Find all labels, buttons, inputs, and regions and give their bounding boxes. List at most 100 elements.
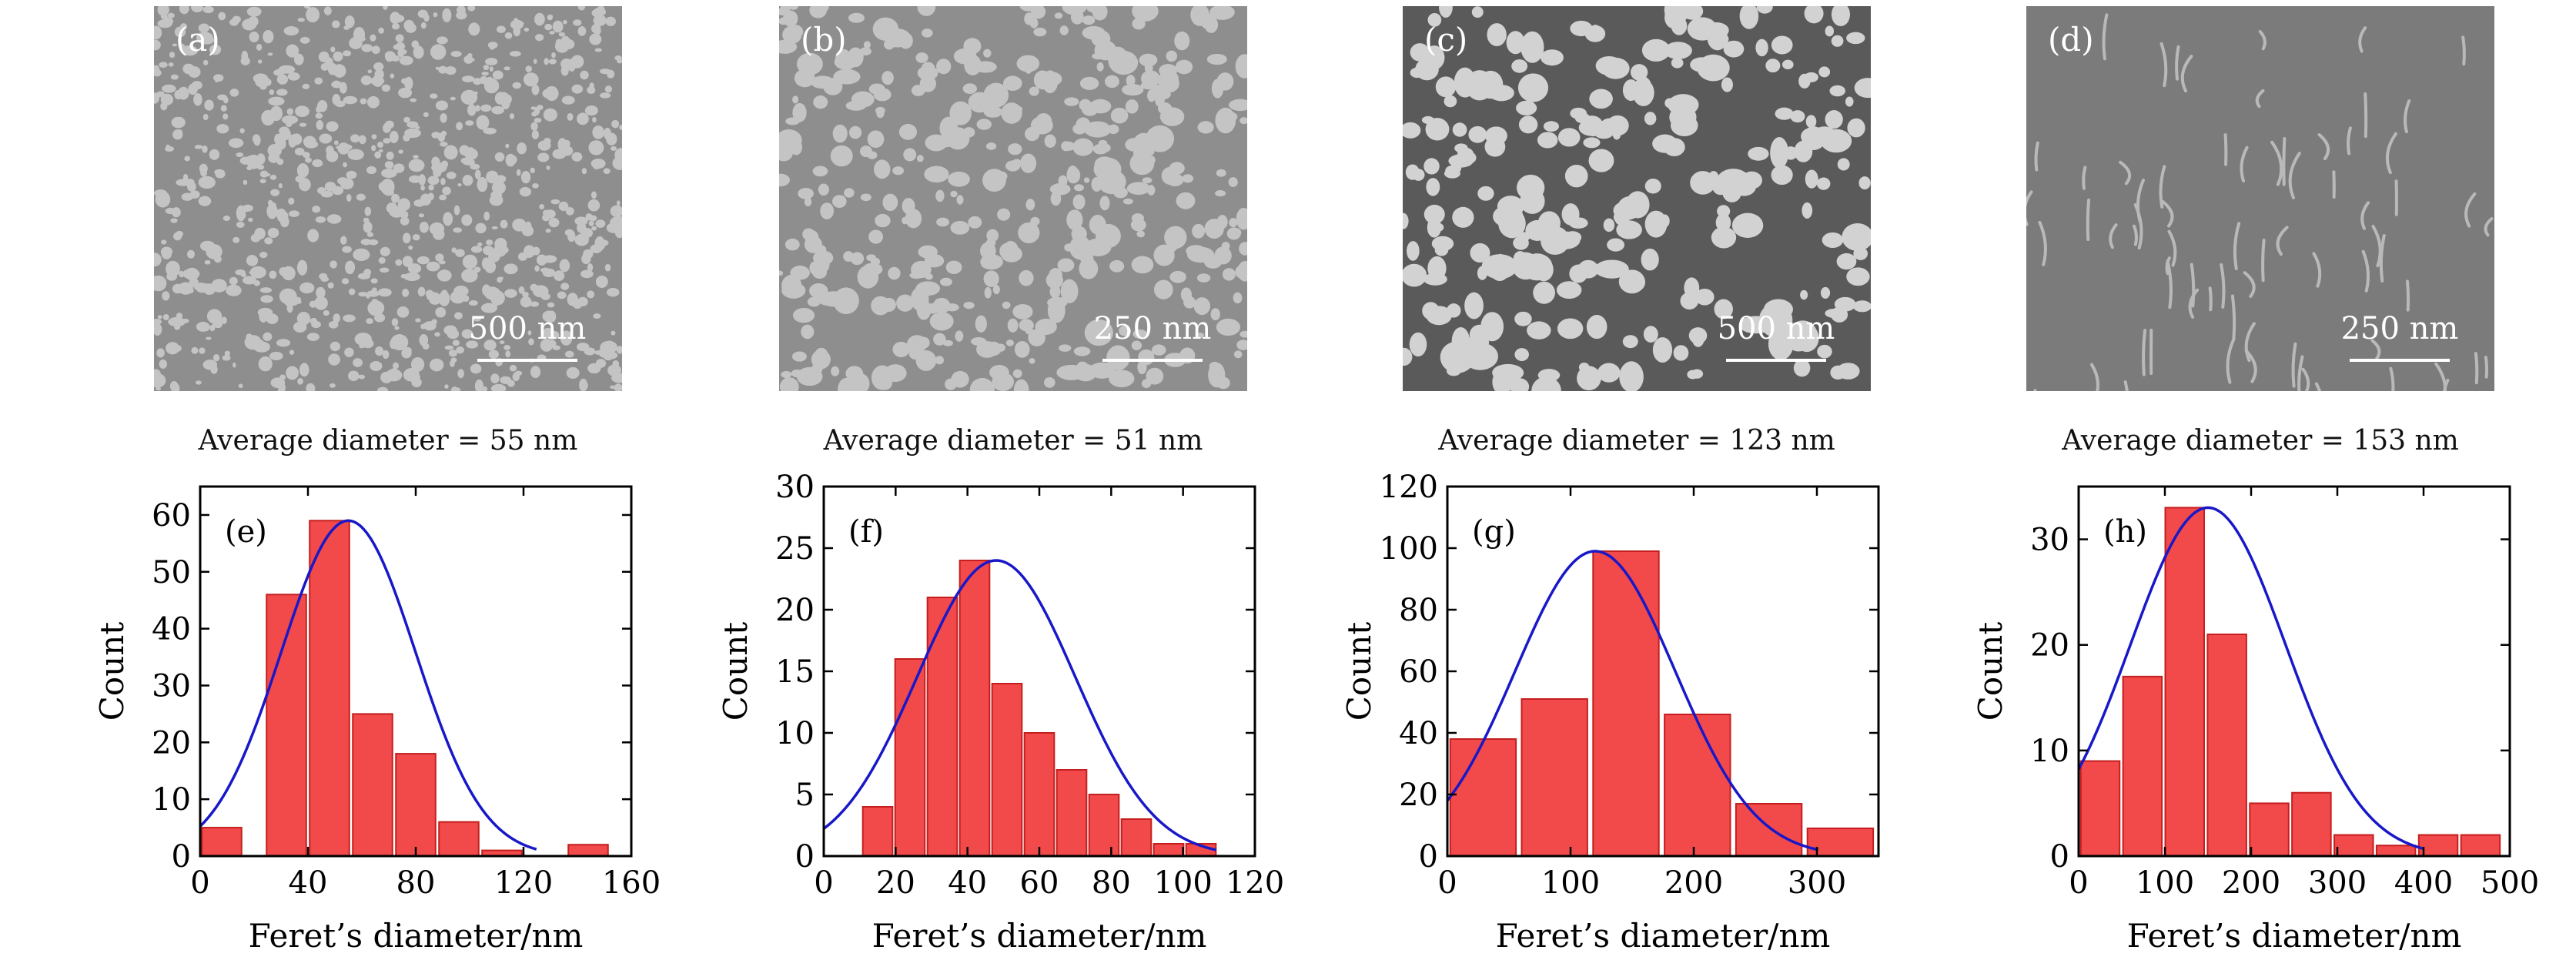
bar <box>1592 550 1660 857</box>
y-tick-label: 0 <box>795 839 815 875</box>
x-tick-label: 80 <box>396 865 436 901</box>
bar <box>309 520 350 858</box>
bar <box>352 713 393 857</box>
bar <box>894 658 926 857</box>
x-tick-label: 80 <box>1092 865 1131 901</box>
x-tick-label: 60 <box>1020 865 1059 901</box>
image-label: (b) <box>801 21 847 59</box>
panel-label: (h) <box>2103 514 2147 550</box>
x-tick-label: 300 <box>1788 865 1846 901</box>
particles <box>154 6 622 391</box>
sem-image-c: (c) 500 nm <box>1403 6 1871 391</box>
average-diameter-d: Average diameter = 153 nm <box>2062 425 2459 457</box>
gaussian-fit-line <box>822 559 1216 851</box>
y-tick-label: 10 <box>2030 734 2069 769</box>
bar <box>1806 828 1875 857</box>
bar <box>2460 834 2501 858</box>
panel-label: (e) <box>225 514 267 550</box>
bar <box>395 753 437 858</box>
y-axis-label: Count <box>717 622 754 721</box>
gaussian-fit-line <box>1446 550 1818 851</box>
x-tick-label: 100 <box>1541 865 1600 901</box>
y-axis-label: Count <box>1340 622 1378 721</box>
y-axis-label: Count <box>1972 622 2009 721</box>
bar <box>567 844 609 858</box>
bar <box>2206 634 2247 857</box>
x-tick-label: 400 <box>2394 865 2453 901</box>
scale-bar-label: 500 nm <box>469 311 587 346</box>
x-tick-label: 20 <box>876 865 915 901</box>
y-tick-label: 100 <box>1380 531 1438 567</box>
y-tick-label: 60 <box>152 498 191 534</box>
sem-background <box>154 6 622 391</box>
image-label: (d) <box>2048 21 2094 59</box>
x-tick-label: 200 <box>1664 865 1723 901</box>
bar <box>1153 843 1185 857</box>
bar <box>2164 507 2206 858</box>
y-tick-label: 80 <box>1399 593 1438 628</box>
sem-background <box>2026 6 2494 391</box>
bar <box>991 683 1023 857</box>
histogram-f: 0 20 40 60 80 100 120 0 5 10 15 20 25 30 (f) Feret’s di… <box>685 470 1284 964</box>
image-label: (a) <box>176 21 220 59</box>
x-axis-label: Feret’s diameter/nm <box>249 917 584 955</box>
particles <box>779 6 1247 391</box>
average-diameter-a: Average diameter = 55 nm <box>198 425 578 457</box>
bar <box>1664 714 1731 857</box>
y-tick-label: 20 <box>1399 778 1438 813</box>
panel-label: (f) <box>848 514 884 550</box>
scale-bar-label: 500 nm <box>1718 311 1835 346</box>
x-tick-label: 40 <box>289 865 328 901</box>
histogram-h: 0 100 200 300 400 500 0 10 20 30 (h) Feret’s diamet… <box>1940 471 2539 964</box>
x-tick-label: 160 <box>602 865 661 901</box>
sem-image-d: (d) 250 nm <box>2026 6 2494 391</box>
y-tick-label: 30 <box>152 668 191 704</box>
histogram-g: 0 100 200 300 0 20 40 60 80 100 120 (g) Feret’s diam… <box>1309 470 1894 964</box>
bar <box>958 560 991 857</box>
x-tick-label: 120 <box>494 865 553 901</box>
y-tick-label: 40 <box>152 612 191 647</box>
bar <box>1449 738 1517 857</box>
bar <box>2291 791 2332 858</box>
particles <box>1403 6 1871 391</box>
y-tick-label: 30 <box>2030 523 2069 558</box>
histogram-e: 0 40 80 120 160 0 10 20 30 40 50 60 (e) Feret’s diame… <box>62 471 661 964</box>
y-tick-label: 10 <box>775 716 815 751</box>
bar <box>1055 769 1088 857</box>
bar <box>1120 818 1153 857</box>
filaments <box>2026 13 2494 391</box>
y-tick-label: 60 <box>1399 654 1438 690</box>
gaussian-fit-line <box>2077 506 2424 851</box>
y-tick-label: 40 <box>1399 716 1438 751</box>
bar <box>2079 760 2121 858</box>
bar <box>2333 834 2374 858</box>
x-tick-label: 0 <box>190 865 209 901</box>
scale-bar-label: 250 nm <box>2341 311 2459 346</box>
bars <box>861 560 1217 857</box>
bars <box>201 520 609 858</box>
x-axis-label: Feret’s diameter/nm <box>1496 917 1831 955</box>
gaussian-fit-line <box>199 519 537 851</box>
x-tick-label: 0 <box>2069 865 2088 901</box>
average-diameter-b: Average diameter = 51 nm <box>823 425 1203 457</box>
panel-label: (g) <box>1472 514 1516 550</box>
y-tick-label: 5 <box>795 778 815 813</box>
x-tick-label: 40 <box>948 865 987 901</box>
bar <box>2417 834 2459 858</box>
y-tick-label: 30 <box>775 470 815 505</box>
y-tick-label: 25 <box>775 531 815 567</box>
sem-image-a: (a) 500 nm <box>154 6 622 391</box>
y-tick-label: 15 <box>775 654 815 690</box>
y-axis-label: Count <box>93 622 131 721</box>
x-tick-label: 0 <box>1437 865 1457 901</box>
x-tick-label: 300 <box>2308 865 2367 901</box>
image-label: (c) <box>1424 21 1467 59</box>
bar <box>2249 802 2290 857</box>
y-tick-label: 20 <box>775 593 815 628</box>
bar <box>861 806 894 857</box>
y-tick-label: 0 <box>2050 839 2069 875</box>
x-tick-label: 120 <box>1226 865 1284 901</box>
x-tick-label: 0 <box>814 865 833 901</box>
y-tick-label: 0 <box>172 839 191 875</box>
x-tick-label: 100 <box>1153 865 1212 901</box>
